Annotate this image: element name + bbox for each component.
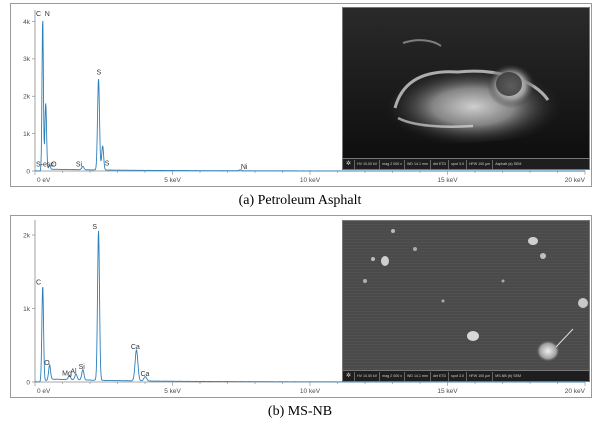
peak-label: Mg — [62, 370, 72, 377]
x-tick-label: 15 keV — [437, 177, 458, 184]
y-tick-label: 0 — [26, 379, 30, 386]
sem-info-cell: WD 14.1 mm — [404, 159, 430, 169]
peak-label: O — [51, 162, 57, 169]
sem-info-cell: HFW 100 µm — [465, 371, 492, 381]
caption-ms-nb: (b) MS-NB — [267, 404, 333, 419]
sem-info-cell: HV 10.00 kV — [354, 159, 379, 169]
spectrum-series-line — [34, 20, 586, 172]
y-tick-label: 2k — [23, 94, 31, 101]
x-tick-label: 20 keV — [565, 388, 586, 395]
x-tick-label: 0 eV — [37, 388, 51, 395]
sem-info-cell: WD 14.1 mm — [404, 371, 430, 381]
microscope-logo-icon: ✲ — [346, 160, 352, 167]
peak-label: Al — [70, 369, 77, 376]
peak-label: O — [44, 360, 50, 367]
x-tick-label: 10 keV — [300, 177, 321, 184]
y-tick-label: 4k — [23, 19, 31, 26]
sem-info-cell: spot 3.0 — [448, 371, 466, 381]
sem-info-cell: det ETD — [429, 159, 448, 169]
peak-label: Ca — [131, 344, 140, 351]
sem-image-a: ✲ HV 10.00 kV mag 2 000 x WD 14.1 mm det ETD… — [342, 7, 590, 170]
peak-label: N — [45, 11, 50, 18]
y-tick-label: 0 — [26, 168, 30, 175]
peak-label: Si — [76, 162, 83, 169]
peak-label: Ni — [241, 164, 248, 171]
sem-info-bar-b: ✲ HV 10.00 kV mag 2 000 x WD 14.1 mm det ETD… — [343, 370, 589, 381]
y-tick-label: 1k — [23, 306, 31, 313]
microscope-logo-icon: ✲ — [346, 372, 352, 379]
peak-label: Si — [79, 364, 86, 371]
peak-label: C — [36, 279, 41, 286]
sem-info-cell: det ETD — [429, 371, 448, 381]
spectrum-panel-b: 0 1k 2k 0 eV 5 keV 10 keV 15 keV 20 keV C O Mg Al Si… — [10, 215, 592, 398]
peak-label: C — [36, 11, 41, 18]
peak-label: S — [92, 224, 97, 231]
caption-petroleum-asphalt: (a) Petroleum Asphalt — [238, 193, 362, 208]
y-tick-label: 2k — [23, 232, 31, 239]
peak-label: S-esc — [36, 162, 54, 169]
sem-image-b: ✲ HV 10.00 kV mag 2 000 x WD 14.1 mm det ETD… — [342, 220, 590, 382]
sem-info-cell: HV 10.00 kV — [354, 371, 379, 381]
x-tick-label: 10 keV — [300, 388, 321, 395]
sem-info-cell: HFW 100 µm — [465, 159, 492, 169]
x-tick-label: 20 keV — [565, 177, 586, 184]
sem-micrograph-b — [343, 221, 589, 372]
sem-info-cell: mag 2 000 x — [379, 159, 404, 169]
sem-micrograph-a — [343, 8, 589, 160]
x-tick-label: 15 keV — [437, 388, 458, 395]
sem-info-cell: Asphalt (a) SEM — [492, 159, 523, 169]
peak-label: S — [105, 160, 110, 167]
sem-info-cell: MS-NB (b) SEM — [492, 371, 523, 381]
y-tick-label: 3k — [23, 56, 31, 63]
sem-info-cell: mag 2 000 x — [379, 371, 404, 381]
peak-label: S — [97, 70, 102, 77]
eds-spectrum-chart-a: 0 1k 2k 3k 4k 0 eV 5 keV 10 keV 15 keV 20 keV C N S-… — [23, 10, 586, 184]
peak-label: Ca — [141, 371, 150, 378]
x-tick-label: 0 eV — [37, 177, 51, 184]
spectrum-panel-a: 0 1k 2k 3k 4k 0 eV 5 keV 10 keV 15 keV 20 keV C N S-… — [10, 3, 592, 187]
x-tick-label: 5 keV — [164, 388, 181, 395]
y-tick-label: 1k — [23, 131, 31, 138]
sem-info-bar-a: ✲ HV 10.00 kV mag 2 000 x WD 14.1 mm det ETD… — [343, 158, 589, 169]
x-tick-label: 5 keV — [164, 177, 181, 184]
sem-info-cell: spot 3.0 — [448, 159, 466, 169]
